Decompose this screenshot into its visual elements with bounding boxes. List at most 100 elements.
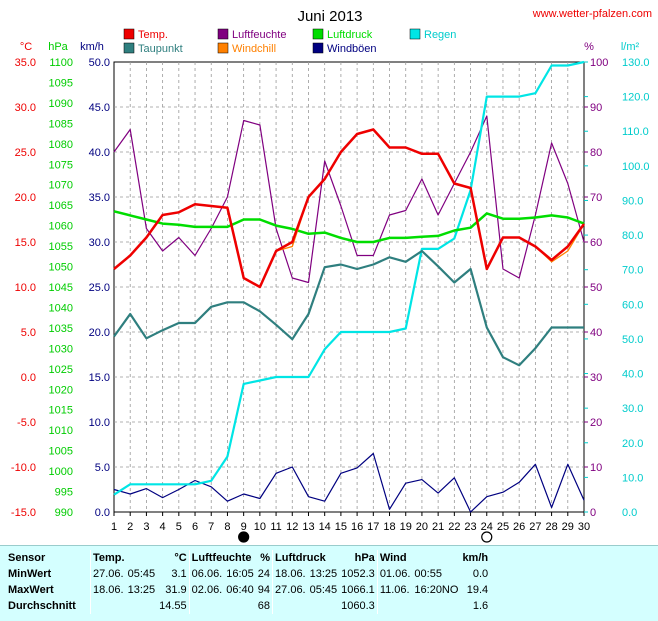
cell: 18.06. [89, 582, 126, 598]
cell: 1.6 [472, 600, 489, 612]
col-temp-unit: °C [174, 552, 187, 564]
cell: 18.06. [272, 566, 308, 582]
cell: 27.06. [272, 582, 308, 598]
press-tick-label: 1065 [49, 200, 73, 212]
cell: 1060.3 [341, 600, 375, 612]
wind-tick-label: 20.0 [89, 327, 110, 339]
x-tick-label: 13 [302, 521, 314, 533]
row-label: MinWert [8, 568, 52, 580]
x-tick-label: 7 [208, 521, 214, 533]
unit-temp: °C [20, 41, 32, 53]
cell: 27.06. [89, 566, 126, 582]
new-moon-marker [238, 531, 250, 543]
temp-tick-label: 10.0 [15, 282, 36, 294]
legend-label: Luftdruck [327, 29, 373, 41]
col-hum-unit: % [260, 552, 271, 564]
press-tick-label: 1005 [49, 446, 73, 458]
cell: 0.0 [472, 568, 489, 580]
series-line-luftdruck [113, 210, 585, 244]
series-line-regen [113, 60, 585, 496]
x-tick-label: 30 [578, 521, 590, 533]
rain-tick-label: 80.0 [622, 230, 643, 242]
legend-swatch [123, 42, 135, 54]
temp-tick-label: 5.0 [21, 327, 36, 339]
stats-header-row: Sensor Temp. °C Luftfeuchte % Luftdruck … [6, 550, 490, 566]
hum-tick-label: 10 [590, 462, 602, 474]
hum-tick-label: 90 [590, 102, 602, 114]
cell [126, 598, 158, 614]
press-tick-label: 1000 [49, 466, 73, 478]
cell: 05:45 [309, 584, 338, 596]
x-tick-label: 10 [254, 521, 266, 533]
x-tick-label: 21 [432, 521, 444, 533]
wind-tick-label: 10.0 [89, 417, 110, 429]
cell [89, 598, 126, 614]
full-moon-marker [481, 531, 493, 543]
rain-tick-label: 30.0 [622, 403, 643, 415]
legend-swatch [409, 28, 421, 40]
x-tick-label: 17 [367, 521, 379, 533]
legend-label: Luftfeuchte [232, 29, 286, 41]
chart-title: Juni 2013 [297, 8, 362, 25]
cell: 3.1 [171, 568, 187, 580]
x-tick-label: 1 [111, 521, 117, 533]
rain-tick-label: 60.0 [622, 299, 643, 311]
press-tick-label: 1100 [49, 57, 73, 69]
legend-swatch [217, 42, 229, 54]
press-tick-label: 1015 [49, 405, 73, 417]
cell [272, 598, 308, 614]
rain-tick-label: 120.0 [622, 92, 650, 104]
wind-tick-label: 0.0 [95, 507, 110, 519]
x-tick-label: 8 [224, 521, 230, 533]
stats-table: Sensor Temp. °C Luftfeuchte % Luftdruck … [6, 550, 490, 614]
x-tick-label: 15 [335, 521, 347, 533]
cell: 00:55 [414, 568, 442, 580]
temp-tick-label: 20.0 [15, 192, 36, 204]
x-tick-label: 4 [160, 521, 166, 533]
row-label: Durchschnitt [8, 600, 76, 612]
cell: 06.06. [188, 566, 225, 582]
wind-tick-label: 45.0 [89, 102, 110, 114]
x-tick-label: 24 [481, 521, 493, 533]
temp-tick-label: 0.0 [21, 372, 36, 384]
legend-label: Windchill [232, 43, 276, 55]
press-tick-label: 1010 [49, 425, 73, 437]
press-tick-label: 1025 [49, 364, 73, 376]
press-tick-label: 1075 [49, 159, 73, 171]
legend-swatch [312, 28, 324, 40]
col-sensor: Sensor [8, 552, 46, 564]
rain-tick-label: 100.0 [622, 161, 650, 173]
cell: 13:25 [127, 584, 156, 596]
x-tick-label: 11 [270, 521, 281, 533]
x-tick-label: 16 [351, 521, 363, 533]
cell: 19.4 [466, 584, 489, 596]
wind-tick-label: 15.0 [89, 372, 110, 384]
press-tick-label: 1070 [49, 180, 73, 192]
rain-tick-label: 0.0 [622, 507, 637, 519]
wind-tick-label: 30.0 [89, 237, 110, 249]
col-press-unit: hPa [354, 552, 375, 564]
col-wind: Wind [376, 550, 461, 566]
cell [188, 598, 225, 614]
hum-tick-label: 20 [590, 417, 602, 429]
wind-tick-label: 25.0 [89, 282, 110, 294]
hum-tick-label: 40 [590, 327, 602, 339]
x-tick-label: 27 [529, 521, 541, 533]
hum-tick-label: 0 [590, 507, 596, 519]
press-tick-label: 1035 [49, 323, 73, 335]
press-tick-label: 1090 [49, 98, 73, 110]
press-tick-label: 1050 [49, 262, 73, 274]
wind-tick-label: 35.0 [89, 192, 110, 204]
press-tick-label: 1095 [49, 77, 73, 89]
press-tick-label: 1020 [49, 384, 73, 396]
cell: 13:25 [309, 568, 338, 580]
x-tick-label: 9 [241, 521, 247, 533]
cell: 1052.3 [341, 568, 375, 580]
rain-tick-label: 90.0 [622, 195, 643, 207]
cell: 24 [257, 568, 271, 580]
stats-row-max: MaxWert 18.06. 13:25 31.9 02.06. 06:40 9… [6, 582, 490, 598]
press-tick-label: 1030 [49, 343, 73, 355]
hum-tick-label: 70 [590, 192, 602, 204]
x-tick-label: 25 [497, 521, 509, 533]
cell: 1066.1 [341, 584, 375, 596]
